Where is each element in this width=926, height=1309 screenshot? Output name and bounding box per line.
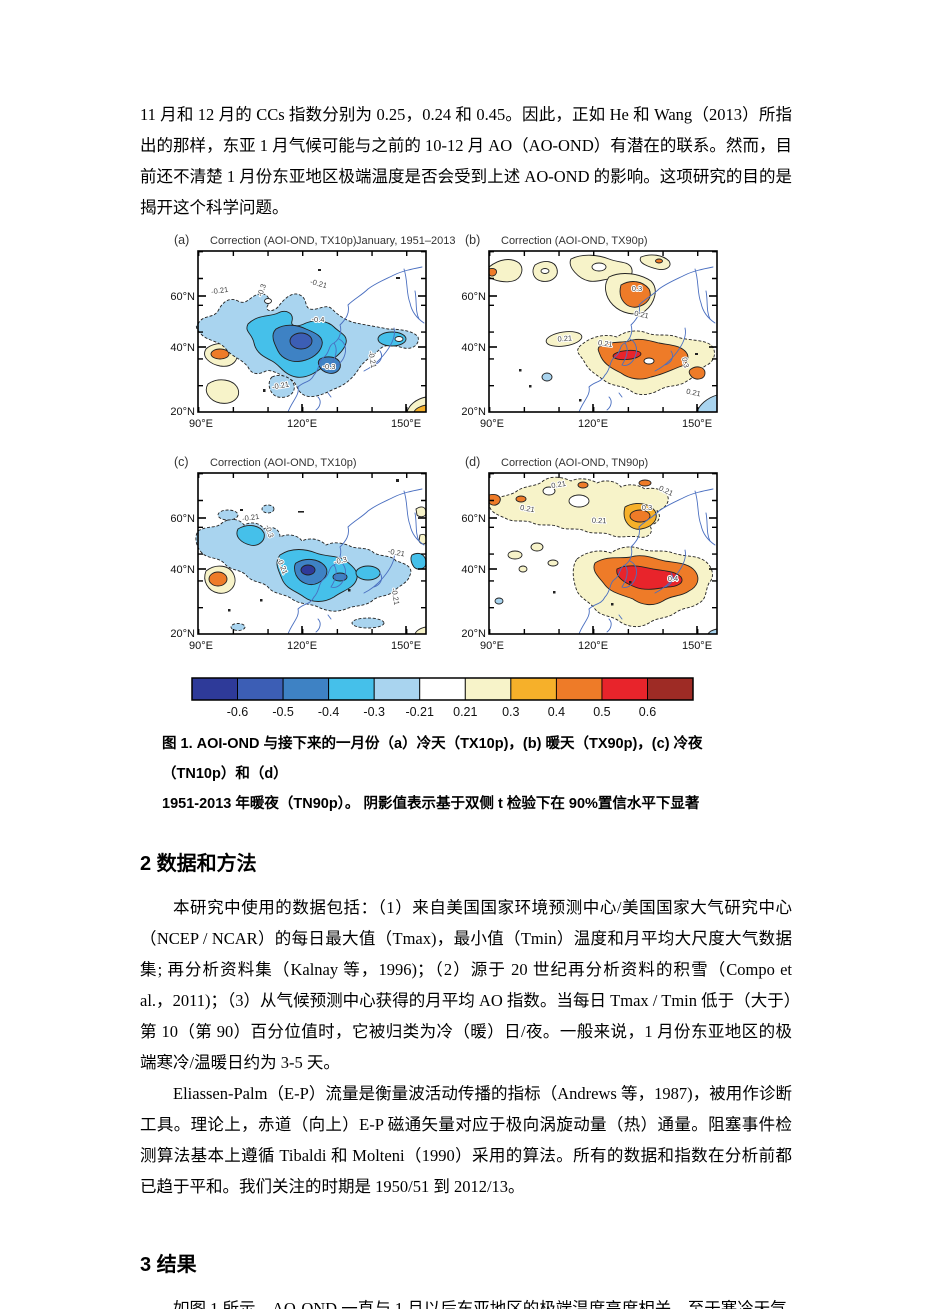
- colorbar-tick: 0.4: [548, 705, 565, 719]
- lon-label: 150°E: [391, 418, 421, 430]
- lat-label: 40°N: [461, 564, 486, 576]
- panel-letter: (b): [465, 233, 480, 247]
- lat-label: 20°N: [461, 406, 486, 418]
- map-panel-d: (d) Correction (AOI-OND, TN90p) 60°N 40°…: [461, 455, 718, 652]
- colorbar-tick: 0.21: [453, 705, 477, 719]
- contour-label: 0.21: [633, 309, 649, 321]
- contour-label: -0.21: [242, 512, 260, 523]
- lon-label: 120°E: [578, 418, 608, 430]
- contour-label: 0.4: [668, 574, 678, 583]
- lat-label: 40°N: [170, 342, 195, 354]
- figure-caption-line1: 图 1. AOI-OND 与接下来的一月份（a）冷天（TX10p)，(b) 暖天…: [162, 736, 703, 782]
- section2-paragraph-2: Eliassen-Palm（E-P）流量是衡量波活动传播的指标（Andrews …: [140, 1084, 792, 1196]
- shading-blobs: [488, 254, 718, 413]
- contour-label: 0.3: [680, 356, 691, 368]
- contour-label: 0.3: [632, 284, 642, 293]
- shading-blobs: [195, 479, 427, 635]
- panel-title: Correction (AOI-OND, TX90p): [501, 235, 648, 247]
- lat-label: 60°N: [461, 291, 486, 303]
- colorbar-tick: 0.6: [639, 705, 656, 719]
- panel-subtitle: January, 1951–2013: [356, 235, 456, 247]
- section3-paragraph-1: 如图 1 所示，AO-OND 一直与 1 月以后东亚地区的极端温度高度相关。至于…: [173, 1299, 787, 1309]
- lon-label: 90°E: [480, 640, 504, 652]
- lon-label: 150°E: [682, 418, 712, 430]
- section-heading-3: 3 结果: [140, 1254, 197, 1276]
- colorbar: -0.6 -0.5 -0.4 -0.3 -0.21 0.21 0.3 0.4 0…: [190, 675, 750, 719]
- colorbar-tick: -0.3: [363, 705, 385, 719]
- shading-blobs: [195, 269, 427, 413]
- panel-title: Correction (AOI-OND, TX10p): [210, 457, 357, 469]
- contour-label: 0.21: [557, 333, 572, 343]
- colorbar-cell: [328, 677, 375, 701]
- colorbar-tick: -0.4: [318, 705, 340, 719]
- contour-label: -0.21: [211, 285, 229, 296]
- panel-title: Correction (AOI-OND, TN90p): [501, 457, 648, 469]
- colorbar-cell: [555, 677, 603, 701]
- colorbar-tick: 0.3: [502, 705, 519, 719]
- colorbar-cell: [282, 677, 330, 701]
- panel-letter: (c): [174, 455, 189, 469]
- contour-label: -0.21: [387, 547, 405, 559]
- colorbar-cell: [464, 677, 512, 701]
- figure-caption: 图 1. AOI-OND 与接下来的一月份（a）冷天（TX10p)，(b) 暖天…: [162, 729, 750, 819]
- panel-letter: (a): [174, 233, 189, 247]
- lon-label: 150°E: [682, 640, 712, 652]
- contour-label: -0.3: [333, 555, 348, 566]
- colorbar-cell: [373, 677, 421, 701]
- lat-label: 20°N: [170, 406, 195, 418]
- shading-blobs: [488, 476, 718, 635]
- lon-label: 90°E: [189, 640, 213, 652]
- panel-letter: (d): [465, 455, 480, 469]
- intro-paragraph: 11 月和 12 月的 CCs 指数分别为 0.25，0.24 和 0.45。因…: [140, 105, 792, 217]
- lon-label: 150°E: [391, 640, 421, 652]
- page-content: 11 月和 12 月的 CCs 指数分别为 0.25，0.24 和 0.45。因…: [140, 0, 792, 1309]
- section-heading-2: 2 数据和方法: [140, 853, 257, 875]
- contour-label: 0.21: [685, 387, 701, 399]
- colorbar-cells: [191, 677, 694, 701]
- lon-label: 120°E: [578, 640, 608, 652]
- contour-label: -0.21: [309, 277, 328, 290]
- colorbar-cell: [510, 677, 557, 701]
- contour-label: -0.4: [312, 315, 325, 324]
- figure-caption-line2: 1951-2013 年暖夜（TN90p）。 阴影值表示基于双侧 t 检验下在 9…: [162, 796, 700, 812]
- contour-label: -0.3: [323, 362, 336, 371]
- colorbar-cell: [647, 677, 694, 701]
- colorbar-tick: -0.5: [272, 705, 294, 719]
- section2-paragraph-1: 本研究中使用的数据包括：（1）来自美国国家环境预测中心/美国国家大气研究中心（N…: [140, 898, 792, 1072]
- contour-label: 0.21: [592, 516, 607, 526]
- colorbar-cell: [419, 677, 466, 701]
- colorbar-tick: -0.6: [227, 705, 249, 719]
- contour-label: 0.21: [597, 338, 613, 349]
- lat-label: 20°N: [170, 628, 195, 640]
- lat-label: 20°N: [461, 628, 486, 640]
- lon-label: 120°E: [287, 640, 317, 652]
- colorbar-svg: -0.6 -0.5 -0.4 -0.3 -0.21 0.21 0.3 0.4 0…: [191, 677, 694, 719]
- lon-label: 90°E: [189, 418, 213, 430]
- lat-label: 40°N: [170, 564, 195, 576]
- lon-label: 90°E: [480, 418, 504, 430]
- map-panel-b: (b) Correction (AOI-OND, TX90p) 60°N 40°…: [461, 233, 718, 430]
- colorbar-tick: 0.5: [593, 705, 610, 719]
- lat-label: 60°N: [170, 513, 195, 525]
- colorbar-cell: [601, 677, 648, 701]
- panel-title: Correction (AOI-OND, TX10p): [210, 235, 357, 247]
- lon-label: 120°E: [287, 418, 317, 430]
- colorbar-cell: [237, 677, 284, 701]
- colorbar-tick: -0.21: [405, 705, 434, 719]
- lat-label: 40°N: [461, 342, 486, 354]
- lat-label: 60°N: [461, 513, 486, 525]
- contour-label: 0.21: [519, 503, 535, 514]
- contour-label: 0.21: [551, 479, 567, 490]
- contour-label: -0.21: [271, 380, 289, 392]
- lat-label: 60°N: [170, 291, 195, 303]
- colorbar-cell: [191, 677, 238, 701]
- figure-1: (a) Correction (AOI-OND, TX10p) January,…: [162, 229, 750, 819]
- contour-label: -0.21: [390, 587, 402, 605]
- map-panel-a: (a) Correction (AOI-OND, TX10p) January,…: [170, 233, 456, 430]
- map-panel-c: (c) Correction (AOI-OND, TX10p) 60°N 40°…: [170, 455, 427, 652]
- contour-label: 0.3: [642, 503, 652, 512]
- panel-grid: (a) Correction (AOI-OND, TX10p) January,…: [168, 229, 750, 673]
- contour-label: -0.21: [367, 350, 379, 368]
